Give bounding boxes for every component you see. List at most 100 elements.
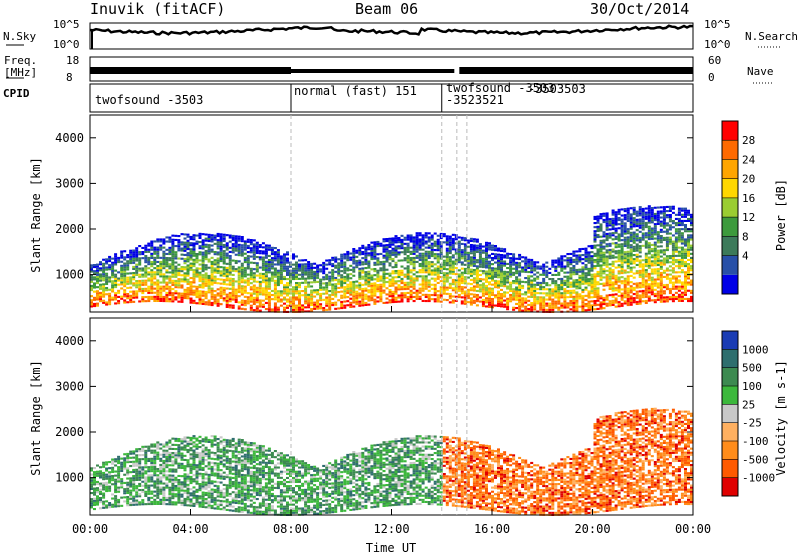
heatmap-cell — [662, 224, 666, 227]
heatmap-cell — [132, 294, 136, 297]
heatmap-cell — [261, 246, 265, 249]
heatmap-cell — [539, 304, 543, 307]
heatmap-cell — [497, 290, 500, 293]
heatmap-cell — [569, 283, 573, 286]
heatmap-cell — [352, 266, 356, 269]
heatmap-cell — [255, 274, 259, 277]
heatmap-cell — [539, 281, 543, 284]
heatmap-cell — [93, 298, 96, 301]
heatmap-cell — [135, 257, 139, 260]
heatmap-cell — [551, 294, 555, 297]
heatmap-cell — [424, 293, 428, 296]
heatmap-cell — [530, 267, 534, 270]
heatmap-cell — [626, 297, 630, 300]
heatmap-cell — [201, 274, 205, 277]
heatmap-cell — [590, 288, 594, 291]
heatmap-cell — [626, 258, 630, 261]
heatmap-cell — [367, 281, 371, 284]
heatmap-cell — [370, 258, 374, 261]
heatmap-cell — [367, 260, 371, 263]
heatmap-cell — [400, 288, 404, 291]
heatmap-cell — [171, 246, 175, 249]
heatmap-cell — [424, 242, 428, 245]
heatmap-cell — [102, 486, 106, 489]
heatmap-cell — [129, 278, 133, 281]
heatmap-cell — [427, 246, 431, 249]
heatmap-cell — [439, 255, 443, 258]
heatmap-cell — [503, 279, 507, 282]
heatmap-cell — [572, 281, 576, 284]
heatmap-cell — [569, 285, 573, 288]
heatmap-cell — [659, 222, 663, 225]
heatmap-cell — [539, 298, 543, 301]
heatmap-cell — [512, 273, 516, 276]
heatmap-cell — [276, 277, 280, 280]
heatmap-cell — [180, 286, 184, 289]
heatmap-cell — [488, 248, 491, 251]
heatmap-cell — [515, 307, 519, 310]
heatmap-cell — [599, 215, 603, 218]
heatmap-cell — [644, 269, 648, 272]
heatmap-cell — [684, 265, 687, 268]
heatmap-cell — [243, 285, 247, 288]
heatmap-cell — [102, 482, 106, 485]
heatmap-cell — [463, 272, 467, 275]
heatmap-cell — [394, 282, 398, 285]
heatmap-cell — [530, 291, 534, 294]
heatmap-cell — [376, 286, 380, 289]
heatmap-cell — [192, 265, 196, 268]
heatmap-cell — [665, 249, 669, 252]
heatmap-cell — [114, 503, 118, 506]
heatmap-cell — [494, 267, 497, 270]
heatmap-cell — [108, 489, 112, 492]
heatmap-cell — [596, 262, 600, 265]
heatmap-cell — [114, 491, 118, 494]
heatmap-cell — [364, 271, 368, 274]
heatmap-cell — [219, 247, 223, 250]
heatmap-cell — [524, 293, 528, 296]
heatmap-cell — [153, 240, 157, 243]
heatmap-cell — [141, 267, 145, 270]
heatmap-cell — [171, 255, 175, 258]
heatmap-cell — [412, 258, 416, 261]
heatmap-cell — [96, 499, 99, 502]
heatmap-cell — [195, 269, 199, 272]
heatmap-cell — [264, 289, 268, 292]
heatmap-cell — [626, 240, 630, 243]
heatmap-cell — [674, 261, 678, 264]
heatmap-cell — [497, 263, 500, 266]
heatmap-cell — [96, 501, 99, 504]
heatmap-cell — [644, 240, 648, 243]
heatmap-cell — [192, 273, 196, 276]
heatmap-cell — [684, 281, 687, 284]
heatmap-cell — [331, 287, 335, 290]
heatmap-cell — [147, 289, 151, 292]
heatmap-cell — [276, 261, 280, 264]
heatmap-cell — [653, 278, 657, 281]
heatmap-cell — [457, 261, 461, 264]
heatmap-cell — [364, 275, 368, 278]
heatmap-cell — [153, 287, 157, 290]
heatmap-cell — [608, 271, 612, 274]
heatmap-cell — [647, 236, 651, 239]
heatmap-cell — [671, 285, 675, 288]
heatmap-cell — [448, 282, 452, 285]
heatmap-cell — [596, 287, 600, 290]
heatmap-cell — [129, 251, 133, 254]
heatmap-cell — [551, 278, 555, 281]
heatmap-cell — [469, 274, 473, 277]
heatmap-cell — [494, 284, 497, 287]
heatmap-cell — [201, 247, 205, 250]
heatmap-cell — [298, 263, 301, 266]
heatmap-cell — [515, 290, 519, 293]
heatmap-cell — [406, 283, 410, 286]
heatmap-cell — [684, 256, 687, 259]
heatmap-cell — [276, 296, 280, 299]
heatmap-cell — [659, 210, 663, 213]
heatmap-cell — [343, 267, 347, 270]
heatmap-cell — [503, 305, 507, 308]
heatmap-cell — [93, 487, 96, 490]
heatmap-cell — [430, 261, 434, 264]
heatmap-cell — [310, 277, 314, 280]
heatmap-cell — [451, 301, 455, 304]
